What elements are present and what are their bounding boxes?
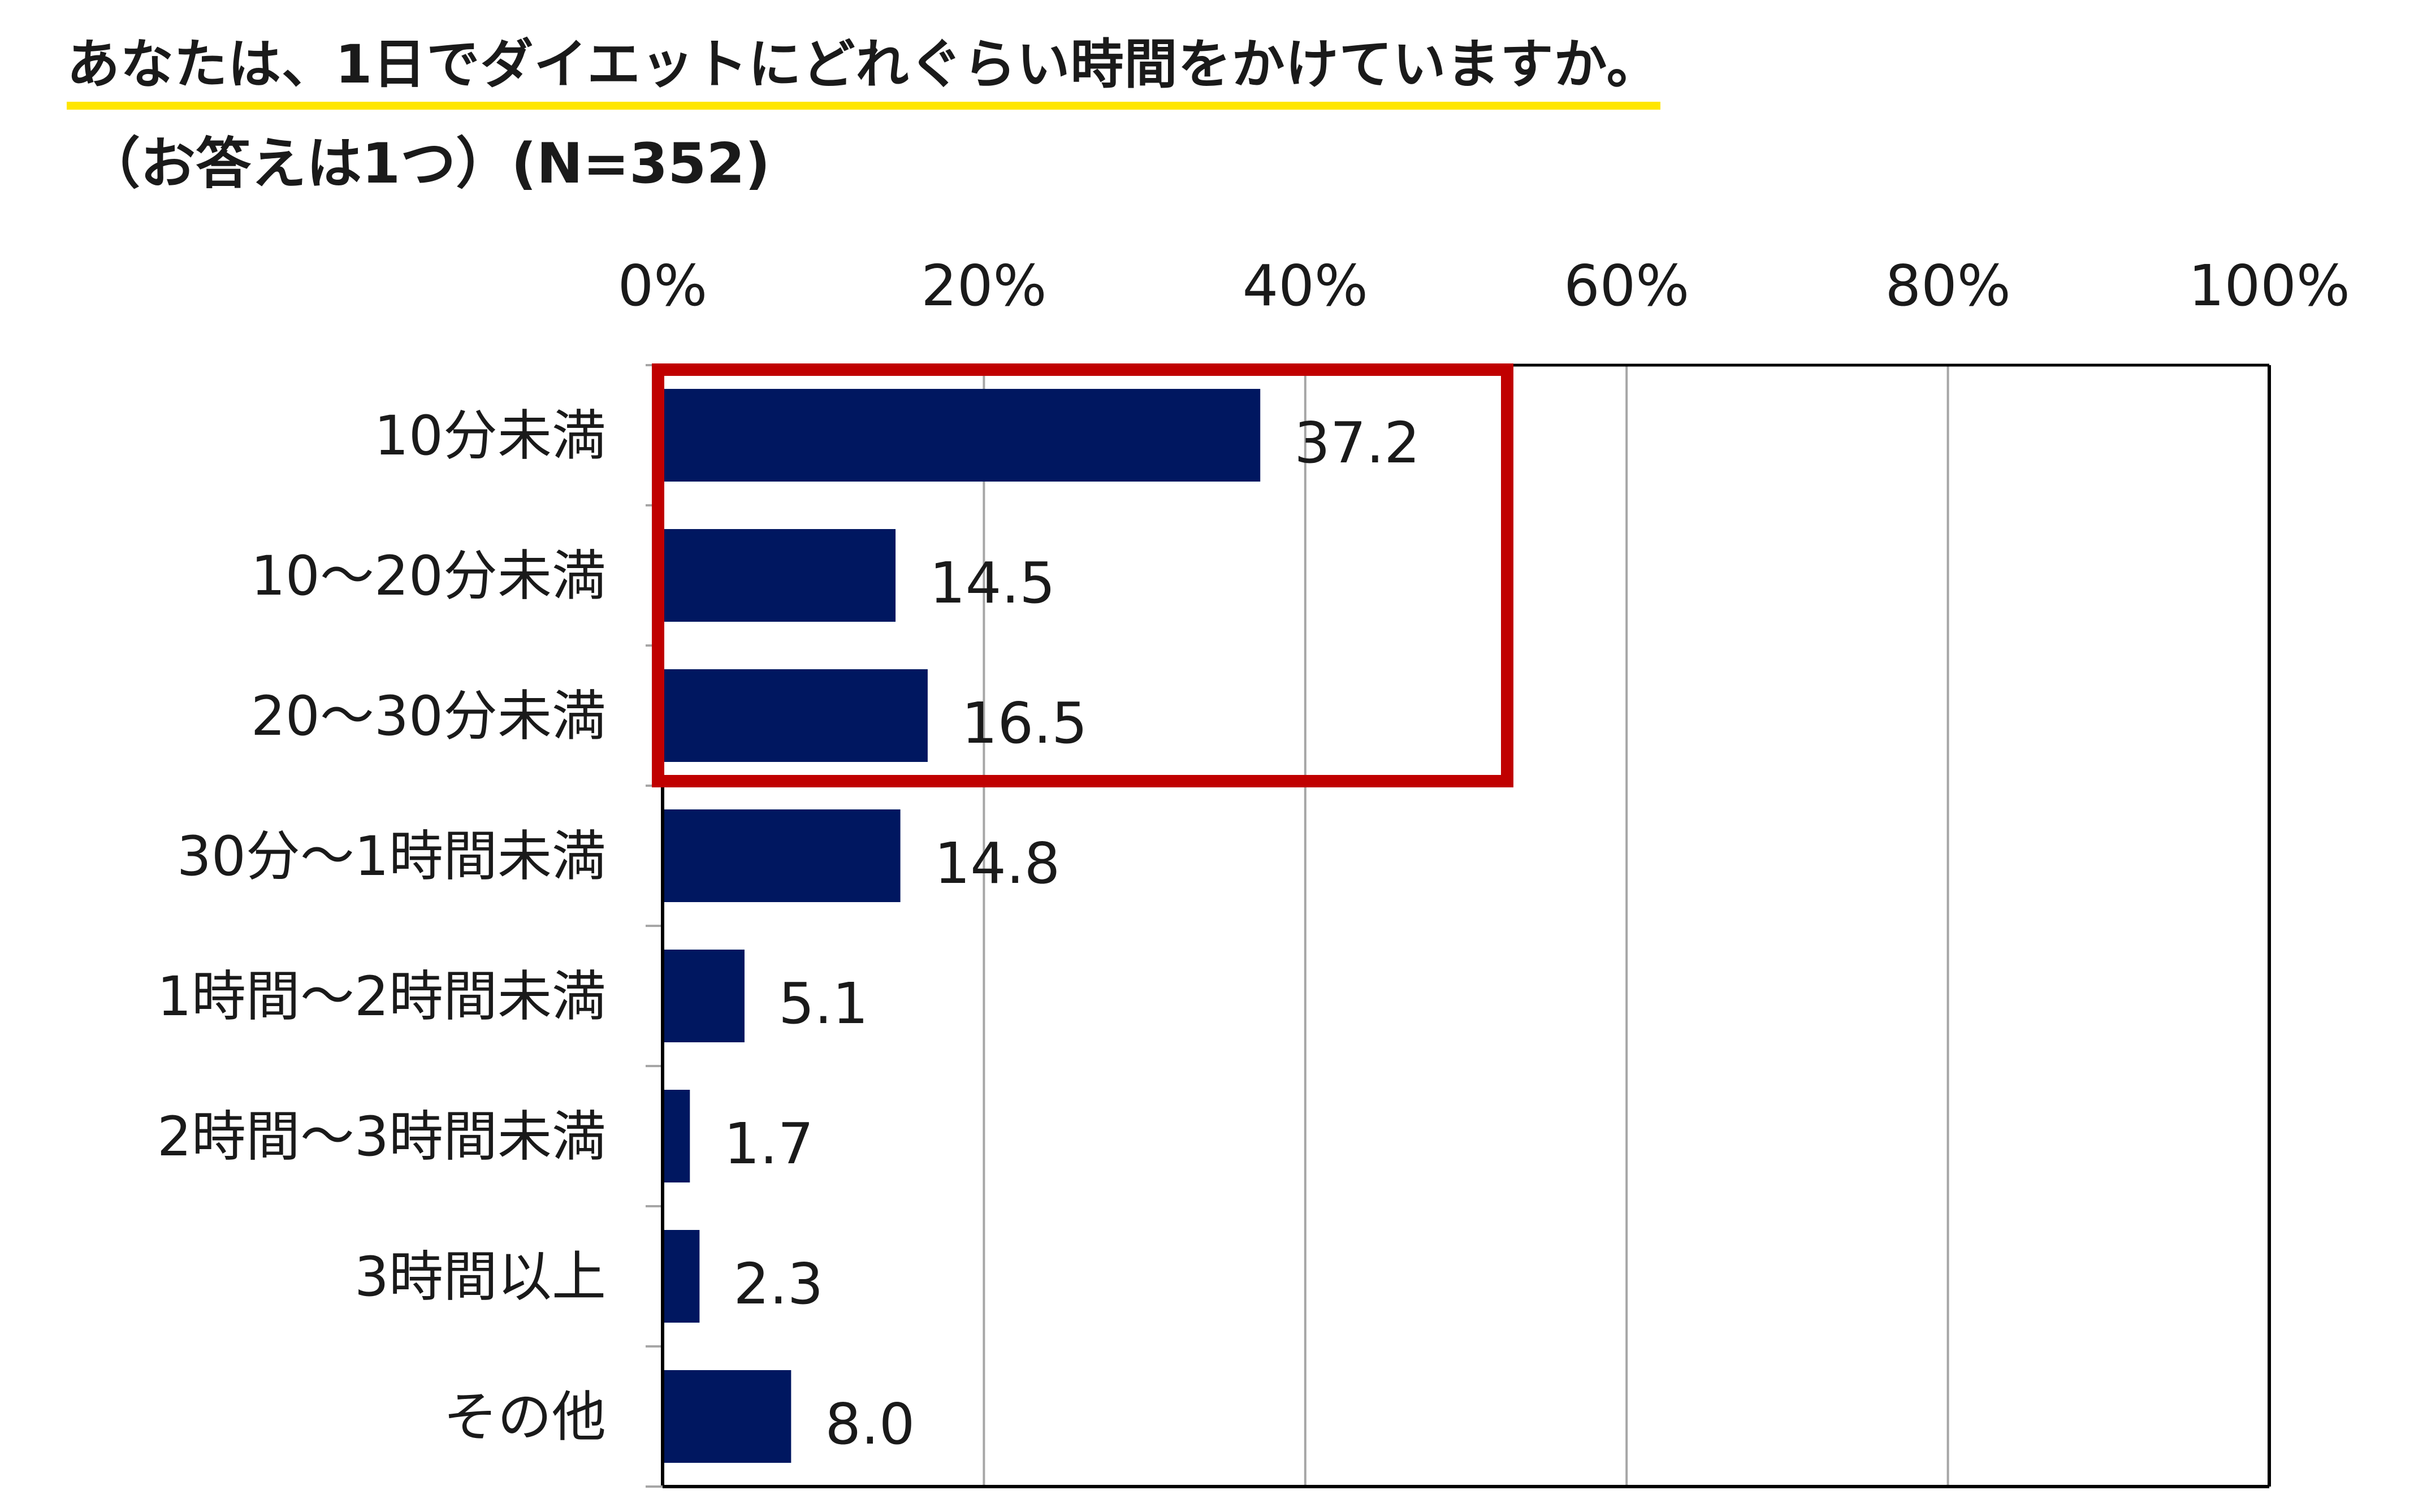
bar [663,529,896,622]
x-tick-label: 100% [2188,253,2350,319]
value-label: 8.0 [825,1391,915,1457]
bars [663,389,1261,1463]
bar [663,1090,690,1182]
value-label: 5.1 [778,971,868,1037]
category-label: 1時間～2時間未満 [157,965,606,1028]
category-label: 30分～1時間未満 [177,825,606,888]
highlight-box [652,363,1513,787]
x-tick-label: 0% [618,253,708,319]
x-axis-ticks: 0% 20% 40% 60% 80% 100% [618,253,2350,319]
x-tick-label: 20% [921,253,1046,319]
value-label: 37.2 [1294,410,1420,476]
category-label: その他 [443,1385,606,1449]
category-labels: 10分未満 10～20分未満 20～30分未満 30分～1時間未満 1時間～2時間未満 2… [157,404,606,1449]
bar [663,669,928,762]
value-labels: 37.2 14.5 16.5 14.8 5.1 1.7 2.3 8.0 [724,410,1420,1457]
x-tick-label: 40% [1243,253,1368,319]
chart-title: あなたは、1日でダイエットにどれぐらい時間をかけていますか。 [67,21,1660,110]
value-label: 2.3 [733,1251,823,1317]
bar [663,1370,791,1463]
x-tick-label: 80% [1885,253,2010,319]
x-tick-label: 60% [1564,253,1689,319]
category-label: 10分未満 [374,404,606,467]
bar [663,389,1261,482]
highlight [652,363,1513,787]
value-label: 1.7 [724,1111,814,1177]
value-label: 14.8 [935,830,1061,896]
bar [663,809,901,902]
gridlines [983,365,1949,1487]
category-label: 20～30分未満 [251,684,606,748]
value-label: 16.5 [962,690,1088,756]
bar [663,1230,700,1323]
value-label: 14.5 [929,550,1055,616]
category-label: 3時間以上 [354,1245,606,1309]
category-label: 10～20分未満 [251,544,606,608]
chart-subtitle: （お答えは1つ）(N=352) [85,132,771,196]
category-label: 2時間～3時間未満 [157,1105,606,1168]
bar [663,950,745,1042]
